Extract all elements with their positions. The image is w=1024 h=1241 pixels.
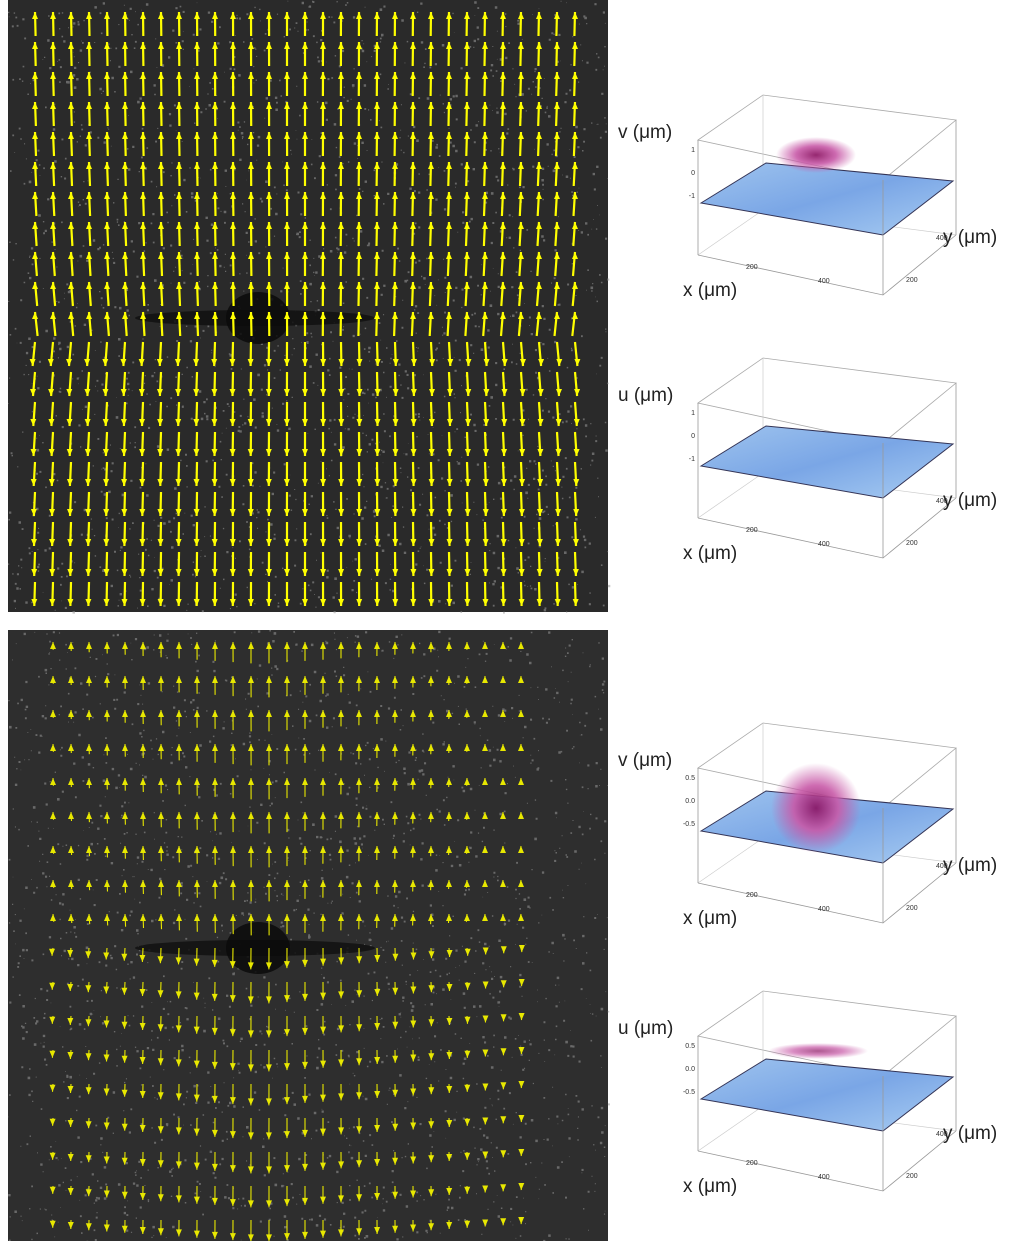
- z-tick-label: 1: [691, 147, 695, 154]
- displacement-arrows: [158, 11, 164, 607]
- box-bottom: [697, 497, 957, 559]
- displacement-arrows: [249, 11, 253, 607]
- displacement-arrows: [104, 11, 110, 607]
- displacement-arrows: [428, 11, 434, 607]
- surface-bump: [768, 1043, 868, 1059]
- defect: [226, 292, 290, 344]
- displacement-arrows: [122, 11, 128, 607]
- displacement-arrows: [482, 11, 488, 607]
- z-axis-label: v (μm): [618, 122, 672, 143]
- y-tick-label: 200: [906, 1173, 918, 1180]
- box-back: [697, 472, 764, 519]
- x-tick-label: 200: [746, 1160, 758, 1167]
- displacement-arrows: [357, 11, 361, 607]
- y-tick-label: 400: [936, 1131, 948, 1138]
- displacement-arrows: [571, 11, 579, 607]
- x-axis-label: x (μm): [683, 280, 737, 301]
- displacement-arrows: [196, 641, 198, 1238]
- box-top: [697, 990, 957, 1077]
- displacement-arrows: [86, 11, 93, 607]
- displacement-arrows: [446, 11, 452, 607]
- z-axis-label: v (μm): [618, 750, 672, 771]
- box-bottom: [697, 234, 957, 296]
- z-tick-label: 0.0: [685, 798, 695, 805]
- x-axis-label: x (μm): [683, 1176, 737, 1197]
- box-back: [697, 209, 764, 256]
- displacement-arrows: [517, 11, 525, 607]
- displacement-arrows: [267, 11, 271, 607]
- z-tick-label: 0.5: [685, 775, 695, 782]
- x-axis-label: x (μm): [683, 543, 737, 564]
- displacement-arrows: [140, 11, 146, 607]
- x-tick-label: 200: [746, 264, 758, 271]
- z-tick-label: 1: [691, 410, 695, 417]
- y-tick-label: 400: [936, 863, 948, 870]
- box-bottom: [697, 1130, 957, 1192]
- y-tick-label: 400: [936, 235, 948, 242]
- y-tick-label: 200: [906, 277, 918, 284]
- displacement-arrows: [553, 11, 561, 607]
- defect: [226, 922, 290, 974]
- displacement-arrows: [499, 11, 506, 607]
- displacement-arrows: [177, 641, 180, 1237]
- z-tick-label: 0: [691, 170, 695, 177]
- displacement-arrows: [31, 11, 39, 607]
- surface-bump: [771, 763, 861, 853]
- box-back: [697, 1105, 764, 1152]
- z-tick-label: 0.5: [685, 1043, 695, 1050]
- displacement-arrows: [214, 641, 216, 1239]
- displacement-arrows: [195, 11, 200, 607]
- surface-bump: [776, 137, 856, 173]
- box-bottom: [697, 862, 957, 924]
- y-tick-label: 400: [936, 498, 948, 505]
- y-axis-label: y (μm): [943, 227, 997, 248]
- texture: [8, 630, 610, 1241]
- micrograph-top: [8, 0, 608, 612]
- surface: [699, 162, 955, 236]
- micrograph-bottom: [8, 630, 608, 1241]
- box-top: [697, 357, 957, 444]
- y-axis-label: y (μm): [943, 1123, 997, 1144]
- y-axis-label: y (μm): [943, 855, 997, 876]
- displacement-arrows: [213, 11, 217, 607]
- displacement-arrows: [410, 11, 416, 607]
- x-tick-label: 400: [818, 278, 830, 285]
- y-axis-label: y (μm): [943, 490, 997, 511]
- displacement-arrows: [375, 11, 379, 607]
- y-tick-label: 200: [906, 540, 918, 547]
- z-tick-label: -0.5: [683, 1089, 695, 1096]
- x-tick-label: 200: [746, 892, 758, 899]
- surface: [699, 425, 955, 499]
- displacement-arrows: [232, 641, 234, 1241]
- displacement-arrows: [176, 11, 182, 607]
- displacement-arrows: [49, 11, 57, 607]
- z-axis-label: u (μm): [618, 385, 673, 406]
- x-tick-label: 400: [818, 906, 830, 913]
- x-tick-label: 400: [818, 541, 830, 548]
- z-axis-label: u (μm): [618, 1018, 673, 1039]
- box-back: [697, 837, 764, 884]
- z-tick-label: -0.5: [683, 821, 695, 828]
- x-tick-label: 400: [818, 1174, 830, 1181]
- displacement-arrows: [535, 11, 543, 607]
- displacement-arrows: [159, 641, 163, 1236]
- z-tick-label: 0.0: [685, 1066, 695, 1073]
- displacement-arrows: [464, 11, 470, 607]
- x-tick-label: 200: [746, 527, 758, 534]
- z-tick-label: 0: [691, 433, 695, 440]
- z-tick-label: -1: [689, 456, 695, 463]
- displacement-arrows: [231, 11, 235, 607]
- displacement-arrows: [339, 11, 343, 607]
- surface: [699, 1058, 955, 1132]
- x-axis-label: x (μm): [683, 908, 737, 929]
- displacement-arrows: [393, 11, 397, 607]
- z-tick-label: -1: [689, 193, 695, 200]
- displacement-arrows: [67, 11, 75, 607]
- y-tick-label: 200: [906, 905, 918, 912]
